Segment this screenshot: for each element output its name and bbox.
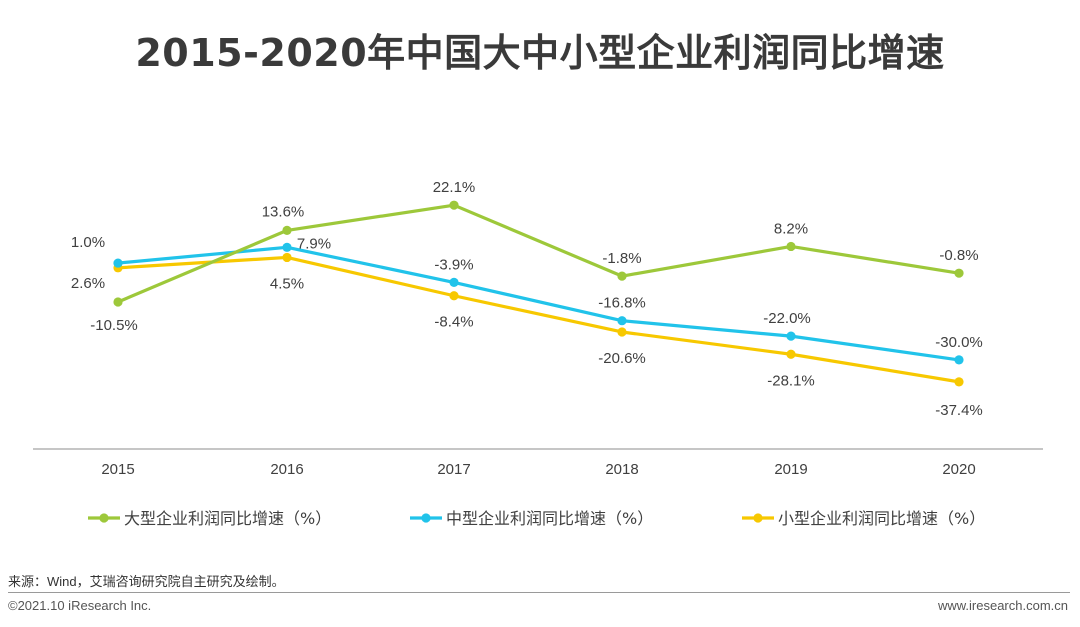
data-label: 2.6% [71, 275, 105, 292]
series-1 [113, 242, 964, 365]
data-point[interactable] [449, 200, 459, 210]
copyright: ©2021.10 iResearch Inc. [8, 598, 152, 613]
data-point[interactable] [113, 258, 123, 268]
data-point[interactable] [282, 252, 292, 263]
x-tick-label: 2016 [270, 461, 303, 478]
chart-title: 2015-2020年中国大中小型企业利润同比增速 [135, 31, 945, 75]
series-line [116, 255, 961, 384]
series-2 [113, 252, 964, 387]
data-point[interactable] [282, 225, 292, 236]
source-note: 来源：Wind，艾瑞咨询研究院自主研究及绘制。 [8, 574, 285, 589]
data-point[interactable] [786, 241, 796, 252]
data-label: -8.4% [434, 314, 473, 331]
data-label: 13.6% [262, 203, 305, 220]
data-label: 22.1% [433, 179, 476, 196]
x-tick-label: 2020 [942, 461, 975, 478]
data-point[interactable] [113, 297, 123, 307]
data-point[interactable] [449, 291, 459, 301]
data-label: -30.0% [935, 334, 983, 351]
data-point[interactable] [954, 268, 964, 278]
legend-item-2[interactable]: 小型企业利润同比增速（%） [742, 509, 985, 528]
data-point[interactable] [617, 316, 627, 326]
x-tick-label: 2018 [605, 461, 638, 478]
legend-item-0[interactable]: 大型企业利润同比增速（%） [88, 509, 331, 528]
series-line [116, 245, 961, 362]
data-label: -16.8% [598, 295, 646, 312]
data-label: 7.9% [297, 235, 331, 252]
legend-swatch-marker [753, 513, 763, 523]
data-label: -0.8% [939, 247, 978, 264]
series-0 [113, 200, 964, 307]
website-link[interactable]: www.iresearch.com.cn [937, 598, 1068, 613]
data-label: -28.1% [767, 372, 815, 389]
data-point[interactable] [786, 349, 796, 359]
data-point[interactable] [617, 271, 627, 281]
data-label: -1.8% [602, 250, 641, 267]
data-label: -22.0% [763, 310, 811, 327]
footer-divider [8, 592, 1070, 593]
data-label: -3.9% [434, 256, 473, 273]
legend-label: 大型企业利润同比增速（%） [124, 509, 331, 528]
x-tick-label: 2017 [437, 461, 470, 478]
data-label: -20.6% [598, 350, 646, 367]
data-label: -10.5% [90, 317, 138, 334]
x-tick-label: 2019 [774, 461, 807, 478]
data-point[interactable] [449, 277, 459, 287]
legend-label: 中型企业利润同比增速（%） [446, 509, 653, 528]
legend-label: 小型企业利润同比增速（%） [778, 509, 985, 528]
line-chart: 2015 2016 2017 2018 2019 2020 -10.5% 13.6% 22.1%… [33, 179, 1043, 528]
legend-swatch-marker [421, 513, 431, 523]
legend-swatch-marker [99, 513, 109, 523]
data-label: 4.5% [270, 275, 304, 292]
data-point[interactable] [786, 331, 796, 341]
data-label: -37.4% [935, 402, 983, 419]
legend-item-1[interactable]: 中型企业利润同比增速（%） [410, 509, 653, 528]
data-label: 1.0% [71, 234, 105, 251]
x-tick-label: 2015 [101, 461, 134, 478]
data-point[interactable] [617, 327, 627, 337]
data-point[interactable] [954, 377, 964, 387]
series-line [116, 203, 961, 304]
data-label: 8.2% [774, 220, 808, 237]
data-point[interactable] [282, 242, 292, 252]
data-point[interactable] [954, 355, 964, 365]
